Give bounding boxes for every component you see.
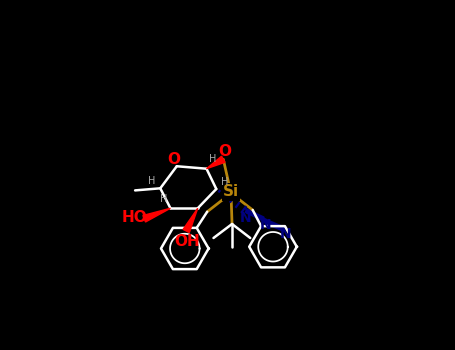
Text: H: H	[148, 175, 155, 186]
Text: N: N	[279, 227, 291, 241]
Text: O: O	[218, 144, 231, 159]
Text: N: N	[260, 218, 272, 232]
Text: Si: Si	[223, 184, 239, 199]
Text: OH: OH	[174, 234, 200, 249]
Text: H: H	[209, 154, 217, 164]
Polygon shape	[143, 208, 171, 222]
Text: HO: HO	[121, 210, 147, 224]
Text: H: H	[221, 177, 228, 187]
Text: H: H	[160, 194, 167, 204]
Text: N: N	[240, 211, 252, 225]
Polygon shape	[183, 208, 198, 233]
Text: O: O	[167, 152, 181, 167]
Polygon shape	[207, 156, 225, 169]
